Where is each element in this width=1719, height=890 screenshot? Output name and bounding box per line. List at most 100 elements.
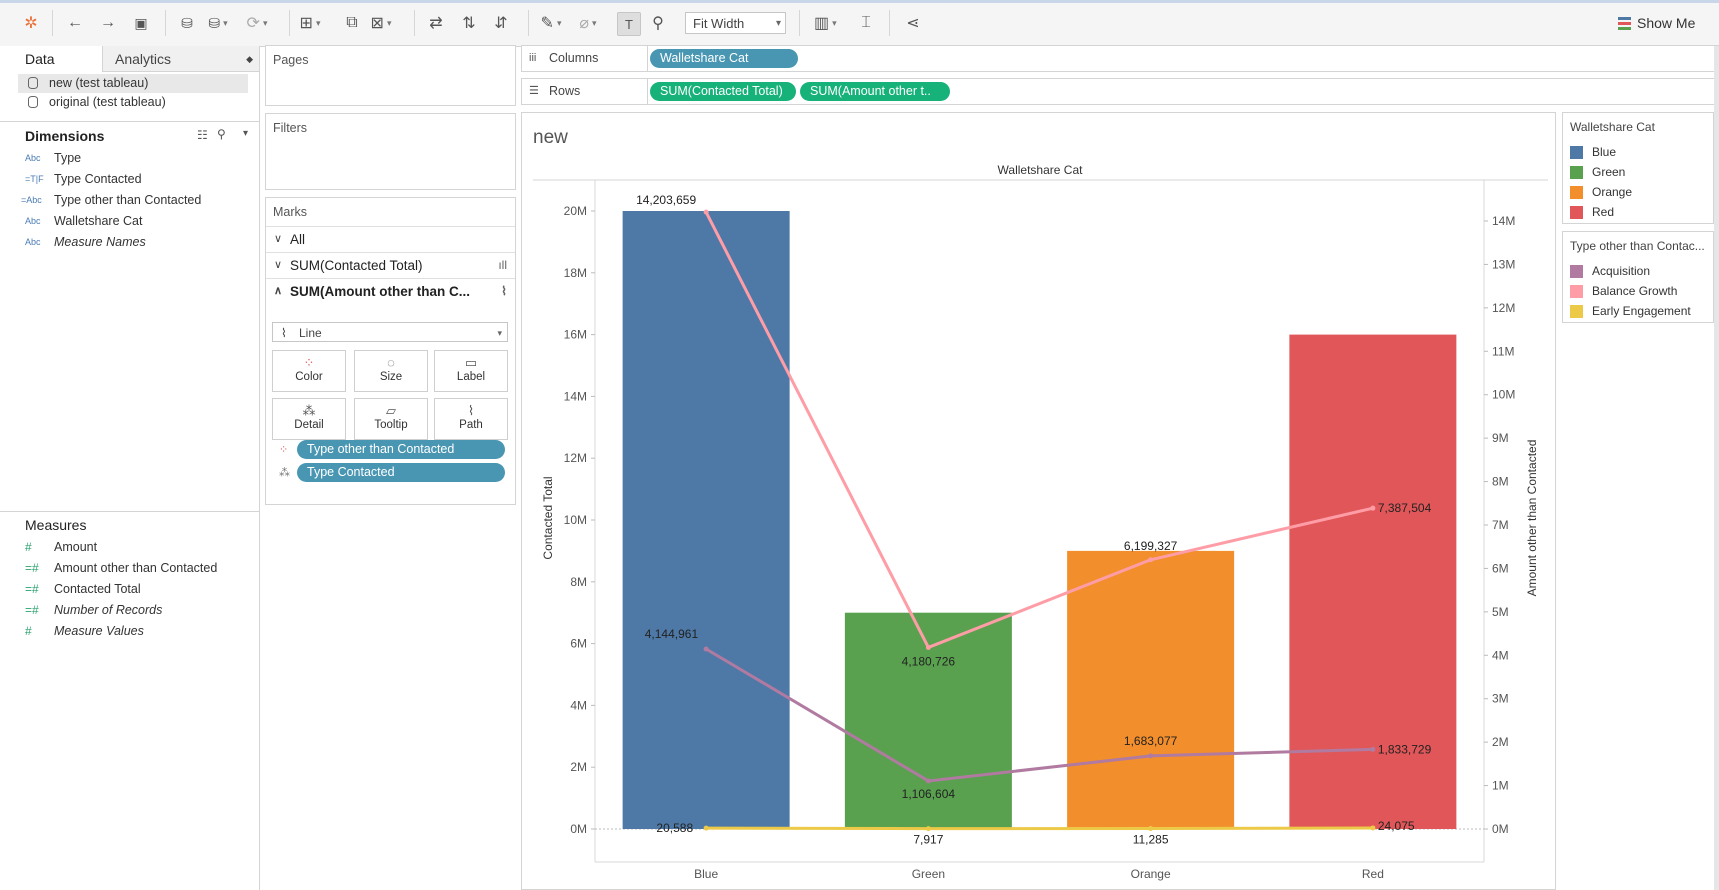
pages-shelf[interactable]: Pages xyxy=(265,45,516,106)
field-label: Measure Names xyxy=(54,235,146,249)
legend-title: Type other than Contac... xyxy=(1570,239,1705,253)
group-members-icon[interactable]: ⌀ xyxy=(577,12,599,34)
refresh-icon[interactable]: ⟳ xyxy=(246,12,268,34)
field-measure-names[interactable]: Abc Measure Names xyxy=(25,232,146,252)
datasource-item[interactable]: new (test tableau) xyxy=(18,74,248,93)
tableau-logo-icon[interactable]: ✲ xyxy=(24,15,38,32)
undo-icon[interactable]: ← xyxy=(67,14,83,31)
legend-item[interactable]: Blue xyxy=(1570,143,1616,161)
data-pane: Data Analytics ◆ new (test tableau) origi… xyxy=(0,46,260,890)
highlight-icon[interactable]: ✎ xyxy=(540,12,562,34)
legend-item[interactable]: Balance Growth xyxy=(1570,282,1677,300)
label-icon: ▭ xyxy=(464,355,478,370)
field-type-contacted[interactable]: =T|F Type Contacted xyxy=(25,169,142,189)
sort-ascending-icon[interactable]: ⇅ xyxy=(462,15,476,32)
path-button[interactable]: ⌇ Path xyxy=(434,398,508,440)
field-number-of-records[interactable]: =# Number of Records xyxy=(25,600,162,620)
tooltip-label: Tooltip xyxy=(374,419,408,431)
legend-swatch xyxy=(1570,285,1583,298)
datasource-item[interactable]: original (test tableau) xyxy=(18,93,248,112)
show-mark-labels-icon[interactable]: T xyxy=(617,12,641,36)
clear-sheet-icon[interactable]: ⊠ xyxy=(370,12,392,34)
legend-item[interactable]: Early Engagement xyxy=(1570,302,1691,320)
legend-item[interactable]: Acquisition xyxy=(1570,262,1650,280)
columns-label-box: iii Columns xyxy=(522,46,648,71)
chevron-down-icon: ∨ xyxy=(274,259,283,271)
fix-axes-icon[interactable]: ⚲ xyxy=(652,15,664,32)
filters-shelf[interactable]: Filters xyxy=(265,113,516,190)
string-field-icon: Abc xyxy=(25,153,41,163)
string-calc-field-icon: =Abc xyxy=(21,195,42,205)
label-button[interactable]: ▭ Label xyxy=(434,350,508,392)
marks-row-amount-other[interactable]: ∧ SUM(Amount other than C... ⌇ xyxy=(266,278,515,303)
swap-rows-columns-icon[interactable]: ⇄ xyxy=(429,15,443,32)
path-icon: ⌇ xyxy=(467,403,475,418)
show-me-label: Show Me xyxy=(1637,15,1696,31)
sheet-title: new xyxy=(533,127,568,148)
columns-shelf[interactable]: iii Columns Walletshare Cat xyxy=(521,45,1719,72)
show-cards-icon[interactable]: ▥ xyxy=(814,12,837,34)
show-me-button[interactable]: Show Me xyxy=(1618,12,1695,34)
chevron-down-icon[interactable]: ▾ xyxy=(243,128,249,139)
save-icon[interactable]: ▣ xyxy=(134,14,148,31)
detail-icon: ⁂ xyxy=(279,467,290,479)
fit-width-label: Fit Width xyxy=(693,16,745,31)
mark-type-label: Line xyxy=(299,326,322,340)
view-list-icon[interactable]: ☷ xyxy=(197,128,208,142)
tab-data[interactable]: Data xyxy=(0,46,103,72)
new-worksheet-icon[interactable]: ⊞ xyxy=(299,12,321,34)
field-amount[interactable]: # Amount xyxy=(25,537,97,557)
pill-contacted-total[interactable]: SUM(Contacted Total) xyxy=(650,82,796,101)
marks-row-all[interactable]: ∨ All xyxy=(266,226,515,251)
color-button[interactable]: ⁘ Color xyxy=(272,350,346,392)
size-button[interactable]: ◌ Size xyxy=(354,350,428,392)
pill-walletshare-cat[interactable]: Walletshare Cat xyxy=(650,49,798,68)
pill-amount-other[interactable]: SUM(Amount other t.. xyxy=(800,82,950,101)
field-label: Number of Records xyxy=(54,603,163,617)
legend-item[interactable]: Red xyxy=(1570,203,1614,221)
toolbar-separator xyxy=(528,10,529,36)
field-label: Type Contacted xyxy=(54,172,142,186)
pause-updates-icon[interactable]: ⛁ xyxy=(207,12,229,34)
scrollbar-strip[interactable] xyxy=(1714,46,1719,890)
marks-row-contacted-total[interactable]: ∨ SUM(Contacted Total) ıll xyxy=(266,252,515,277)
detail-button[interactable]: ⁂ Detail xyxy=(272,398,346,440)
field-measure-values[interactable]: # Measure Values xyxy=(25,621,144,641)
presentation-mode-icon[interactable]: ⌶ xyxy=(861,14,871,31)
new-datasource-icon[interactable]: ⛁ xyxy=(181,14,193,31)
tooltip-icon: ▱ xyxy=(386,403,396,418)
duplicate-sheet-icon[interactable]: ⧉ xyxy=(346,14,358,31)
number-field-icon: # xyxy=(25,540,32,554)
legend-label: Early Engagement xyxy=(1592,304,1691,318)
redo-icon[interactable]: → xyxy=(100,14,116,31)
pill-type-other[interactable]: Type other than Contacted xyxy=(297,440,505,459)
field-amount-other[interactable]: =# Amount other than Contacted xyxy=(25,558,217,578)
toolbar: ✲ ← → ▣ ⛁ ⛁ ⟳ ⊞ ⧉ ⊠ ⇄ ⇅ ⇵ ✎ ⌀ T ⚲ Fit Wi… xyxy=(0,0,1719,47)
legend-item[interactable]: Orange xyxy=(1570,183,1632,201)
marks-row-label: All xyxy=(290,232,306,247)
rows-shelf[interactable]: ☰ Rows SUM(Contacted Total) SUM(Amount ot… xyxy=(521,78,1719,105)
field-type-other[interactable]: =Abc Type other than Contacted xyxy=(21,190,201,210)
rows-icon: ☰ xyxy=(529,85,539,97)
share-icon[interactable]: ⋖ xyxy=(906,15,920,32)
rows-label: ☰ Rows xyxy=(529,79,580,104)
mark-type-select[interactable]: ⌇ Line ▾ xyxy=(272,322,508,342)
tooltip-button[interactable]: ▱ Tooltip xyxy=(354,398,428,440)
size-label: Size xyxy=(379,371,403,383)
legend-walletshare-cat[interactable]: Walletshare Cat Blue Green Orange Red xyxy=(1562,112,1714,224)
field-walletshare-cat[interactable]: Abc Walletshare Cat xyxy=(25,211,142,231)
database-icon xyxy=(28,96,38,108)
legend-item[interactable]: Green xyxy=(1570,163,1625,181)
pill-type-contacted[interactable]: Type Contacted xyxy=(297,463,505,482)
toolbar-separator xyxy=(889,10,890,36)
sort-descending-icon[interactable]: ⇵ xyxy=(494,15,508,32)
measures-header: Measures xyxy=(25,517,87,533)
legend-type-other[interactable]: Type other than Contac... Acquisition Ba… xyxy=(1562,231,1714,323)
field-contacted-total[interactable]: =# Contacted Total xyxy=(25,579,141,599)
field-type[interactable]: Abc Type xyxy=(25,148,81,168)
search-icon[interactable]: ⚲ xyxy=(217,127,226,141)
legend-label: Balance Growth xyxy=(1592,284,1678,298)
tab-analytics[interactable]: Analytics ◆ xyxy=(103,46,259,72)
chevron-down-icon: ∨ xyxy=(274,233,283,245)
fit-width-select[interactable]: Fit Width ▾ xyxy=(685,12,786,34)
